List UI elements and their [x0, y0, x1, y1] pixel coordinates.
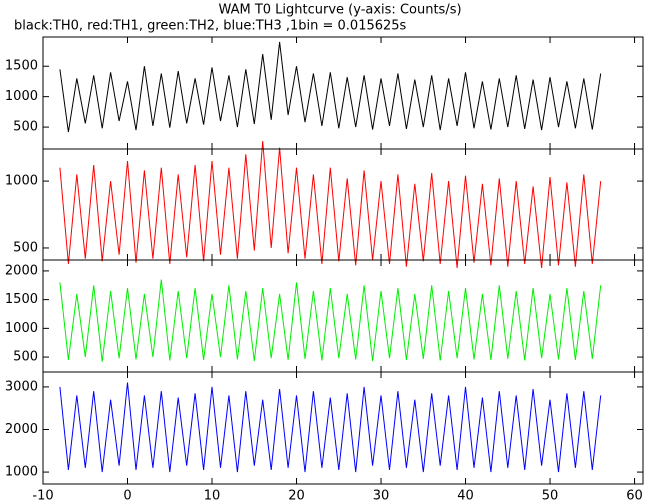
x-tick-label: 50: [542, 489, 559, 504]
x-tick-label: 20: [288, 489, 305, 504]
x-tick-label: 10: [204, 489, 221, 504]
chart-title: WAM T0 Lightcurve (y-axis: Counts/s): [218, 3, 461, 18]
x-tick-label: 60: [626, 489, 643, 504]
y-tick-label: 1000: [5, 321, 38, 336]
y-tick-label: 1500: [5, 292, 38, 307]
chart-subtitle: black:TH0, red:TH1, green:TH2, blue:TH3 …: [14, 19, 407, 34]
y-tick-label: 2000: [5, 263, 38, 278]
x-tick-label: 40: [457, 489, 474, 504]
y-tick-label: 1000: [5, 89, 38, 104]
light-curve: [59, 41, 602, 133]
y-tick-label: 3000: [5, 379, 38, 394]
y-tick-label: 500: [13, 240, 38, 255]
y-tick-label: 1000: [5, 465, 38, 480]
panel-frame: [42, 371, 644, 485]
y-tick-label: 500: [13, 120, 38, 135]
y-tick-label: 500: [13, 350, 38, 365]
y-tick-label: 1000: [5, 174, 38, 189]
x-tick-label: -10: [32, 489, 53, 504]
x-tick-label: 30: [373, 489, 390, 504]
light-curve: [59, 382, 602, 473]
x-tick-label: 0: [123, 489, 131, 504]
y-tick-label: 1500: [5, 59, 38, 74]
light-curve: [59, 279, 602, 362]
y-tick-label: 2000: [5, 422, 38, 437]
light-curve: [59, 140, 602, 269]
